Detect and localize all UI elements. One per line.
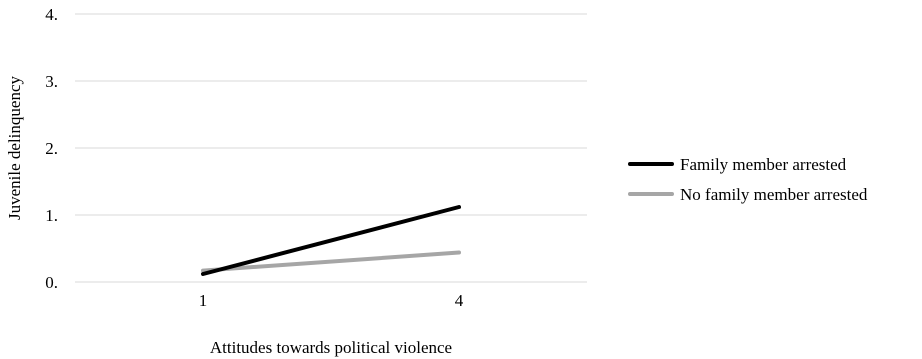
legend-label-1: No family member arrested bbox=[680, 185, 868, 204]
legend-label-0: Family member arrested bbox=[680, 155, 847, 174]
gridlines bbox=[75, 13, 587, 283]
y-tick-label: 2. bbox=[45, 139, 58, 158]
series-line-0 bbox=[201, 205, 461, 276]
legend: Family member arrested No family member a… bbox=[628, 155, 868, 204]
x-axis-title: Attitudes towards political violence bbox=[210, 338, 452, 357]
y-axis-title: Juvenile delinquency bbox=[5, 76, 24, 220]
y-tick-label: 1. bbox=[45, 206, 58, 225]
y-tick-labels: 0. 1. 2. 3. 4. bbox=[45, 5, 58, 292]
series-lines bbox=[201, 205, 461, 276]
y-tick-label: 3. bbox=[45, 72, 58, 91]
y-tick-label: 4. bbox=[45, 5, 58, 24]
y-tick-label: 0. bbox=[45, 273, 58, 292]
series-line-1 bbox=[201, 250, 461, 273]
x-tick-label: 4 bbox=[455, 291, 464, 310]
x-tick-label: 1 bbox=[199, 291, 208, 310]
